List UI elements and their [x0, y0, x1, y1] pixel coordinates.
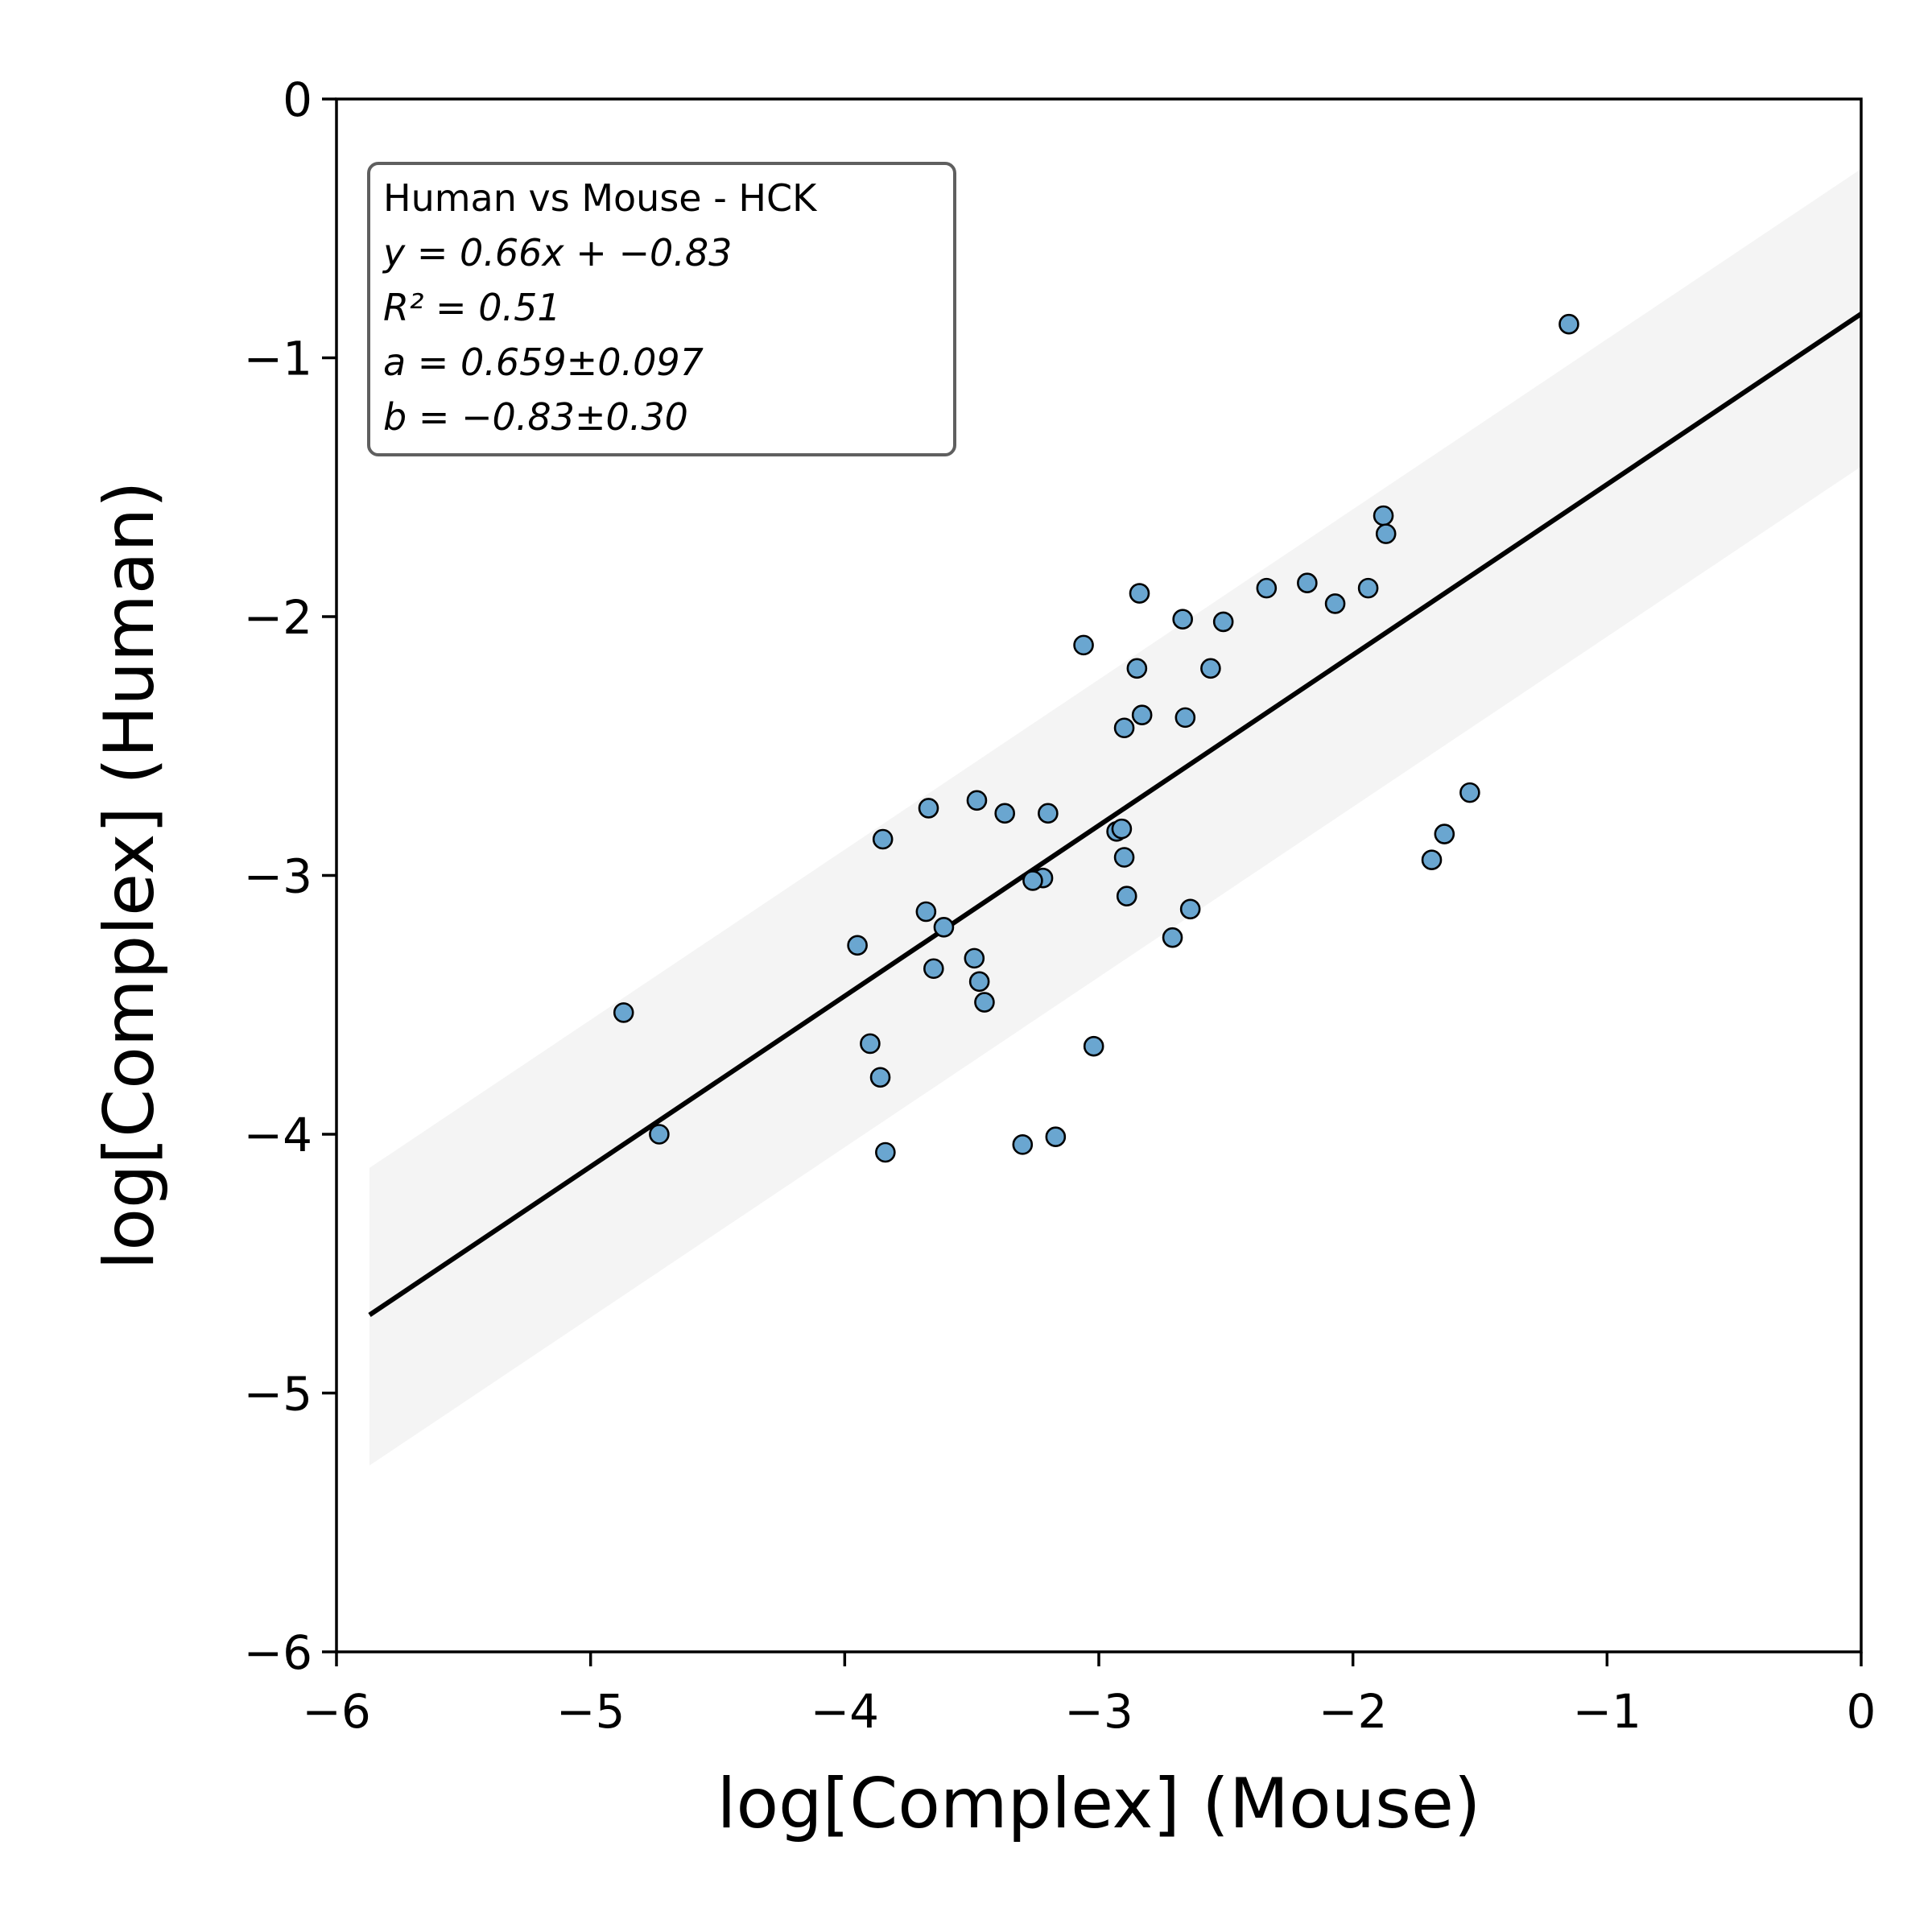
x-axis-label: log[Complex] (Mouse) — [717, 1764, 1481, 1844]
data-point — [1212, 611, 1234, 633]
data-point — [966, 790, 988, 811]
y-tick-label: −4 — [244, 1108, 313, 1162]
fit-annotation-box: Human vs Mouse - HCK y = 0.66x + −0.83 R… — [367, 162, 956, 456]
y-tick-label: −2 — [244, 590, 313, 645]
data-point — [1200, 658, 1221, 679]
annotation-title: Human vs Mouse - HCK — [383, 176, 818, 220]
data-point — [1421, 849, 1443, 871]
data-point — [1172, 609, 1193, 630]
x-tick-label: −3 — [1064, 1684, 1133, 1739]
y-tick-label: −1 — [244, 332, 313, 386]
data-point — [1012, 1134, 1034, 1155]
y-tick-label: −5 — [244, 1367, 313, 1422]
data-point — [1162, 927, 1183, 948]
y-tick-label: −3 — [244, 849, 313, 904]
data-point — [1129, 583, 1150, 604]
data-point — [1459, 782, 1480, 803]
data-point — [915, 901, 937, 923]
data-point — [1324, 593, 1346, 614]
data-point — [1434, 824, 1455, 844]
x-tick-label: −1 — [1573, 1684, 1642, 1739]
data-point — [1038, 803, 1059, 824]
data-point — [923, 958, 944, 980]
annotation-slope: a = 0.659±0.097 — [383, 341, 704, 384]
y-axis-label: log[Complex] (Human) — [89, 481, 170, 1269]
data-point — [1045, 1126, 1067, 1148]
data-point — [869, 1067, 891, 1088]
y-tick-label: 0 — [283, 72, 312, 127]
data-point — [872, 828, 894, 850]
data-point — [964, 947, 985, 969]
data-point — [1373, 505, 1394, 526]
data-point — [968, 971, 990, 993]
data-point — [1174, 707, 1196, 729]
y-tick-label: −6 — [244, 1625, 313, 1680]
data-point — [1558, 313, 1579, 335]
annotation-frame — [367, 162, 956, 456]
data-point — [1297, 572, 1318, 594]
data-point — [918, 798, 939, 819]
data-point — [1073, 634, 1094, 656]
x-tick-label: −6 — [302, 1684, 371, 1739]
data-point — [1131, 704, 1153, 725]
x-tick-label: −5 — [556, 1684, 625, 1739]
data-point — [1126, 658, 1148, 679]
data-point — [847, 935, 868, 956]
x-tick-label: 0 — [1847, 1684, 1876, 1739]
annotation-r-squared: R² = 0.51 — [383, 286, 561, 329]
data-point — [1375, 523, 1397, 544]
data-point — [974, 992, 995, 1013]
data-point — [649, 1124, 670, 1145]
data-point — [1357, 577, 1379, 599]
data-point — [1111, 818, 1133, 840]
annotation-equation: y = 0.66x + −0.83 — [382, 231, 732, 275]
annotation-intercept: b = −0.83±0.30 — [383, 395, 688, 439]
x-tick-label: −2 — [1319, 1684, 1388, 1739]
data-point — [1179, 898, 1201, 920]
data-point — [1113, 717, 1135, 739]
fit-line — [368, 312, 1863, 1318]
data-point — [860, 1033, 881, 1055]
data-point — [933, 917, 955, 938]
fit-line-layer — [368, 312, 1863, 1318]
data-point — [994, 803, 1016, 824]
data-point — [1256, 577, 1278, 599]
data-point — [1083, 1035, 1104, 1057]
data-point — [613, 1002, 634, 1023]
y-ticks: −6 −5 −4 −3 −2 −1 0 — [244, 72, 336, 1680]
data-point — [1022, 870, 1043, 891]
data-point — [875, 1141, 896, 1163]
x-tick-label: −4 — [811, 1684, 880, 1739]
x-ticks: −6 −5 −4 −3 −2 −1 0 — [302, 1652, 1876, 1739]
data-point — [1116, 886, 1137, 907]
data-points-layer — [613, 313, 1579, 1163]
data-point — [1113, 847, 1135, 868]
